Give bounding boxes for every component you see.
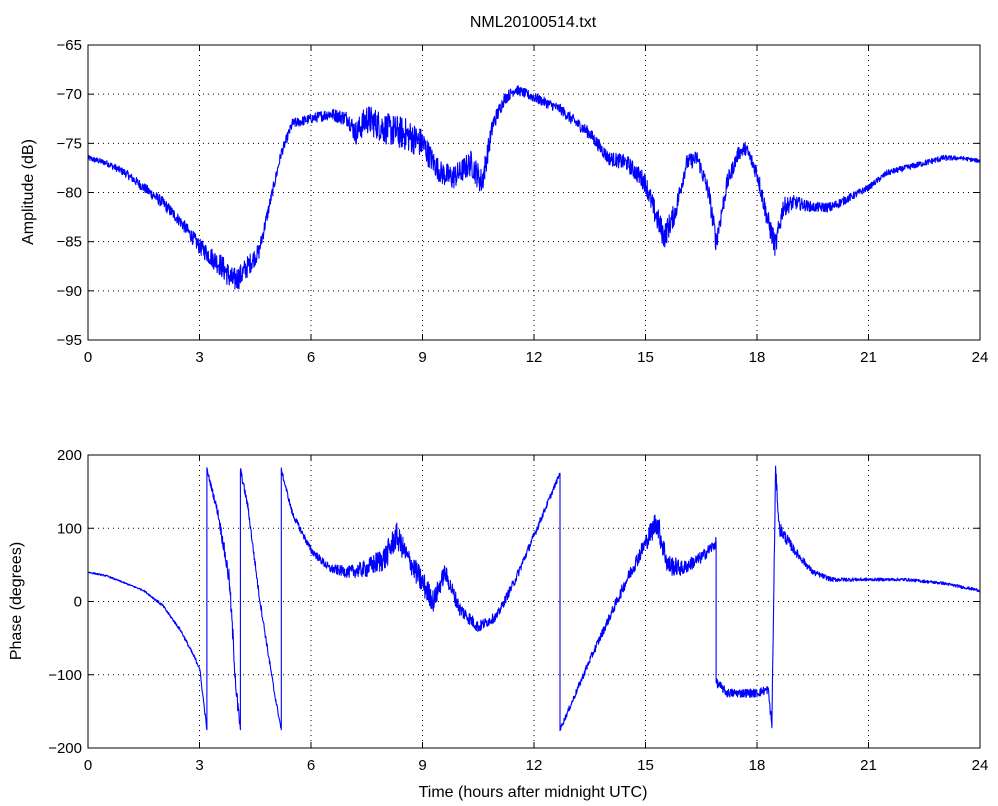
phase-y-tick-label: 200: [57, 447, 82, 464]
amplitude-y-tick-label: −75: [57, 135, 82, 152]
phase-x-tick-label: 24: [972, 757, 989, 774]
amplitude-x-tick-label: 21: [860, 349, 877, 366]
phase-y-tick-label: −100: [48, 667, 82, 684]
amplitude-x-tick-label: 3: [195, 349, 203, 366]
amplitude-series-line: [87, 85, 981, 290]
amplitude-y-tick-label: −70: [57, 86, 82, 103]
amplitude-y-tick-label: −90: [57, 283, 82, 300]
phase-x-tick-label: 3: [195, 757, 203, 774]
phase-x-tick-label: 18: [749, 757, 766, 774]
amplitude-x-tick-label: 18: [749, 349, 766, 366]
amplitude-x-tick-label: 9: [418, 349, 426, 366]
amplitude-x-tick-label: 0: [84, 349, 92, 366]
phase-x-tick-label: 0: [84, 757, 92, 774]
phase-x-tick-label: 9: [418, 757, 426, 774]
phase-x-tick-label: 15: [637, 757, 654, 774]
amplitude-x-tick-label: 12: [526, 349, 543, 366]
amplitude-y-tick-label: −85: [57, 234, 82, 251]
phase-x-tick-label: 6: [307, 757, 315, 774]
phase-x-tick-label: 21: [860, 757, 877, 774]
phase-panel: Time (hours after midnight UTC) Phase (d…: [8, 447, 988, 801]
phase-y-axis-label: Phase (degrees): [8, 542, 25, 660]
phase-y-tick-label: −200: [48, 740, 82, 757]
phase-x-tick-label: 12: [526, 757, 543, 774]
amplitude-panel: NML20100514.txt Amplitude (dB) 0 3 6 9 12 15 1…: [20, 14, 988, 366]
amplitude-x-tick-label: 24: [972, 349, 989, 366]
amplitude-y-tick-label: −65: [57, 37, 82, 54]
amplitude-y-tick-label: −80: [57, 185, 82, 202]
phase-series-line: [87, 465, 981, 732]
amplitude-x-tick-label: 6: [307, 349, 315, 366]
phase-y-tick-label: 0: [74, 594, 82, 611]
phase-y-tick-label: 100: [57, 520, 82, 537]
chart-title: NML20100514.txt: [470, 14, 597, 31]
amplitude-y-axis-label: Amplitude (dB): [20, 139, 37, 245]
amplitude-y-tick-label: −95: [57, 332, 82, 349]
amplitude-x-tick-label: 15: [637, 349, 654, 366]
phase-x-axis-label: Time (hours after midnight UTC): [419, 784, 648, 801]
